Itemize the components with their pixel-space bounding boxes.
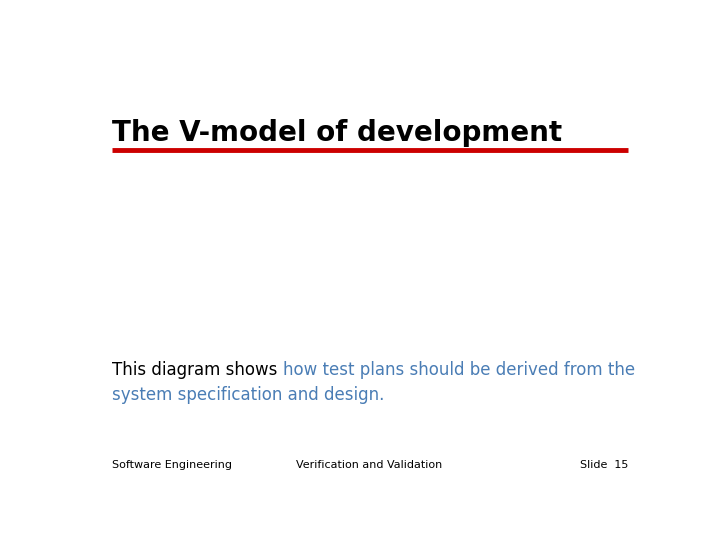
Text: Software Engineering: Software Engineering bbox=[112, 460, 233, 470]
Text: Slide  15: Slide 15 bbox=[580, 460, 629, 470]
Text: The V-model of development: The V-model of development bbox=[112, 119, 562, 147]
Text: system specification and design.: system specification and design. bbox=[112, 386, 384, 403]
Text: This diagram shows: This diagram shows bbox=[112, 361, 283, 379]
Text: Verification and Validation: Verification and Validation bbox=[296, 460, 442, 470]
Text: how test plans should be derived from the: how test plans should be derived from th… bbox=[283, 361, 635, 379]
